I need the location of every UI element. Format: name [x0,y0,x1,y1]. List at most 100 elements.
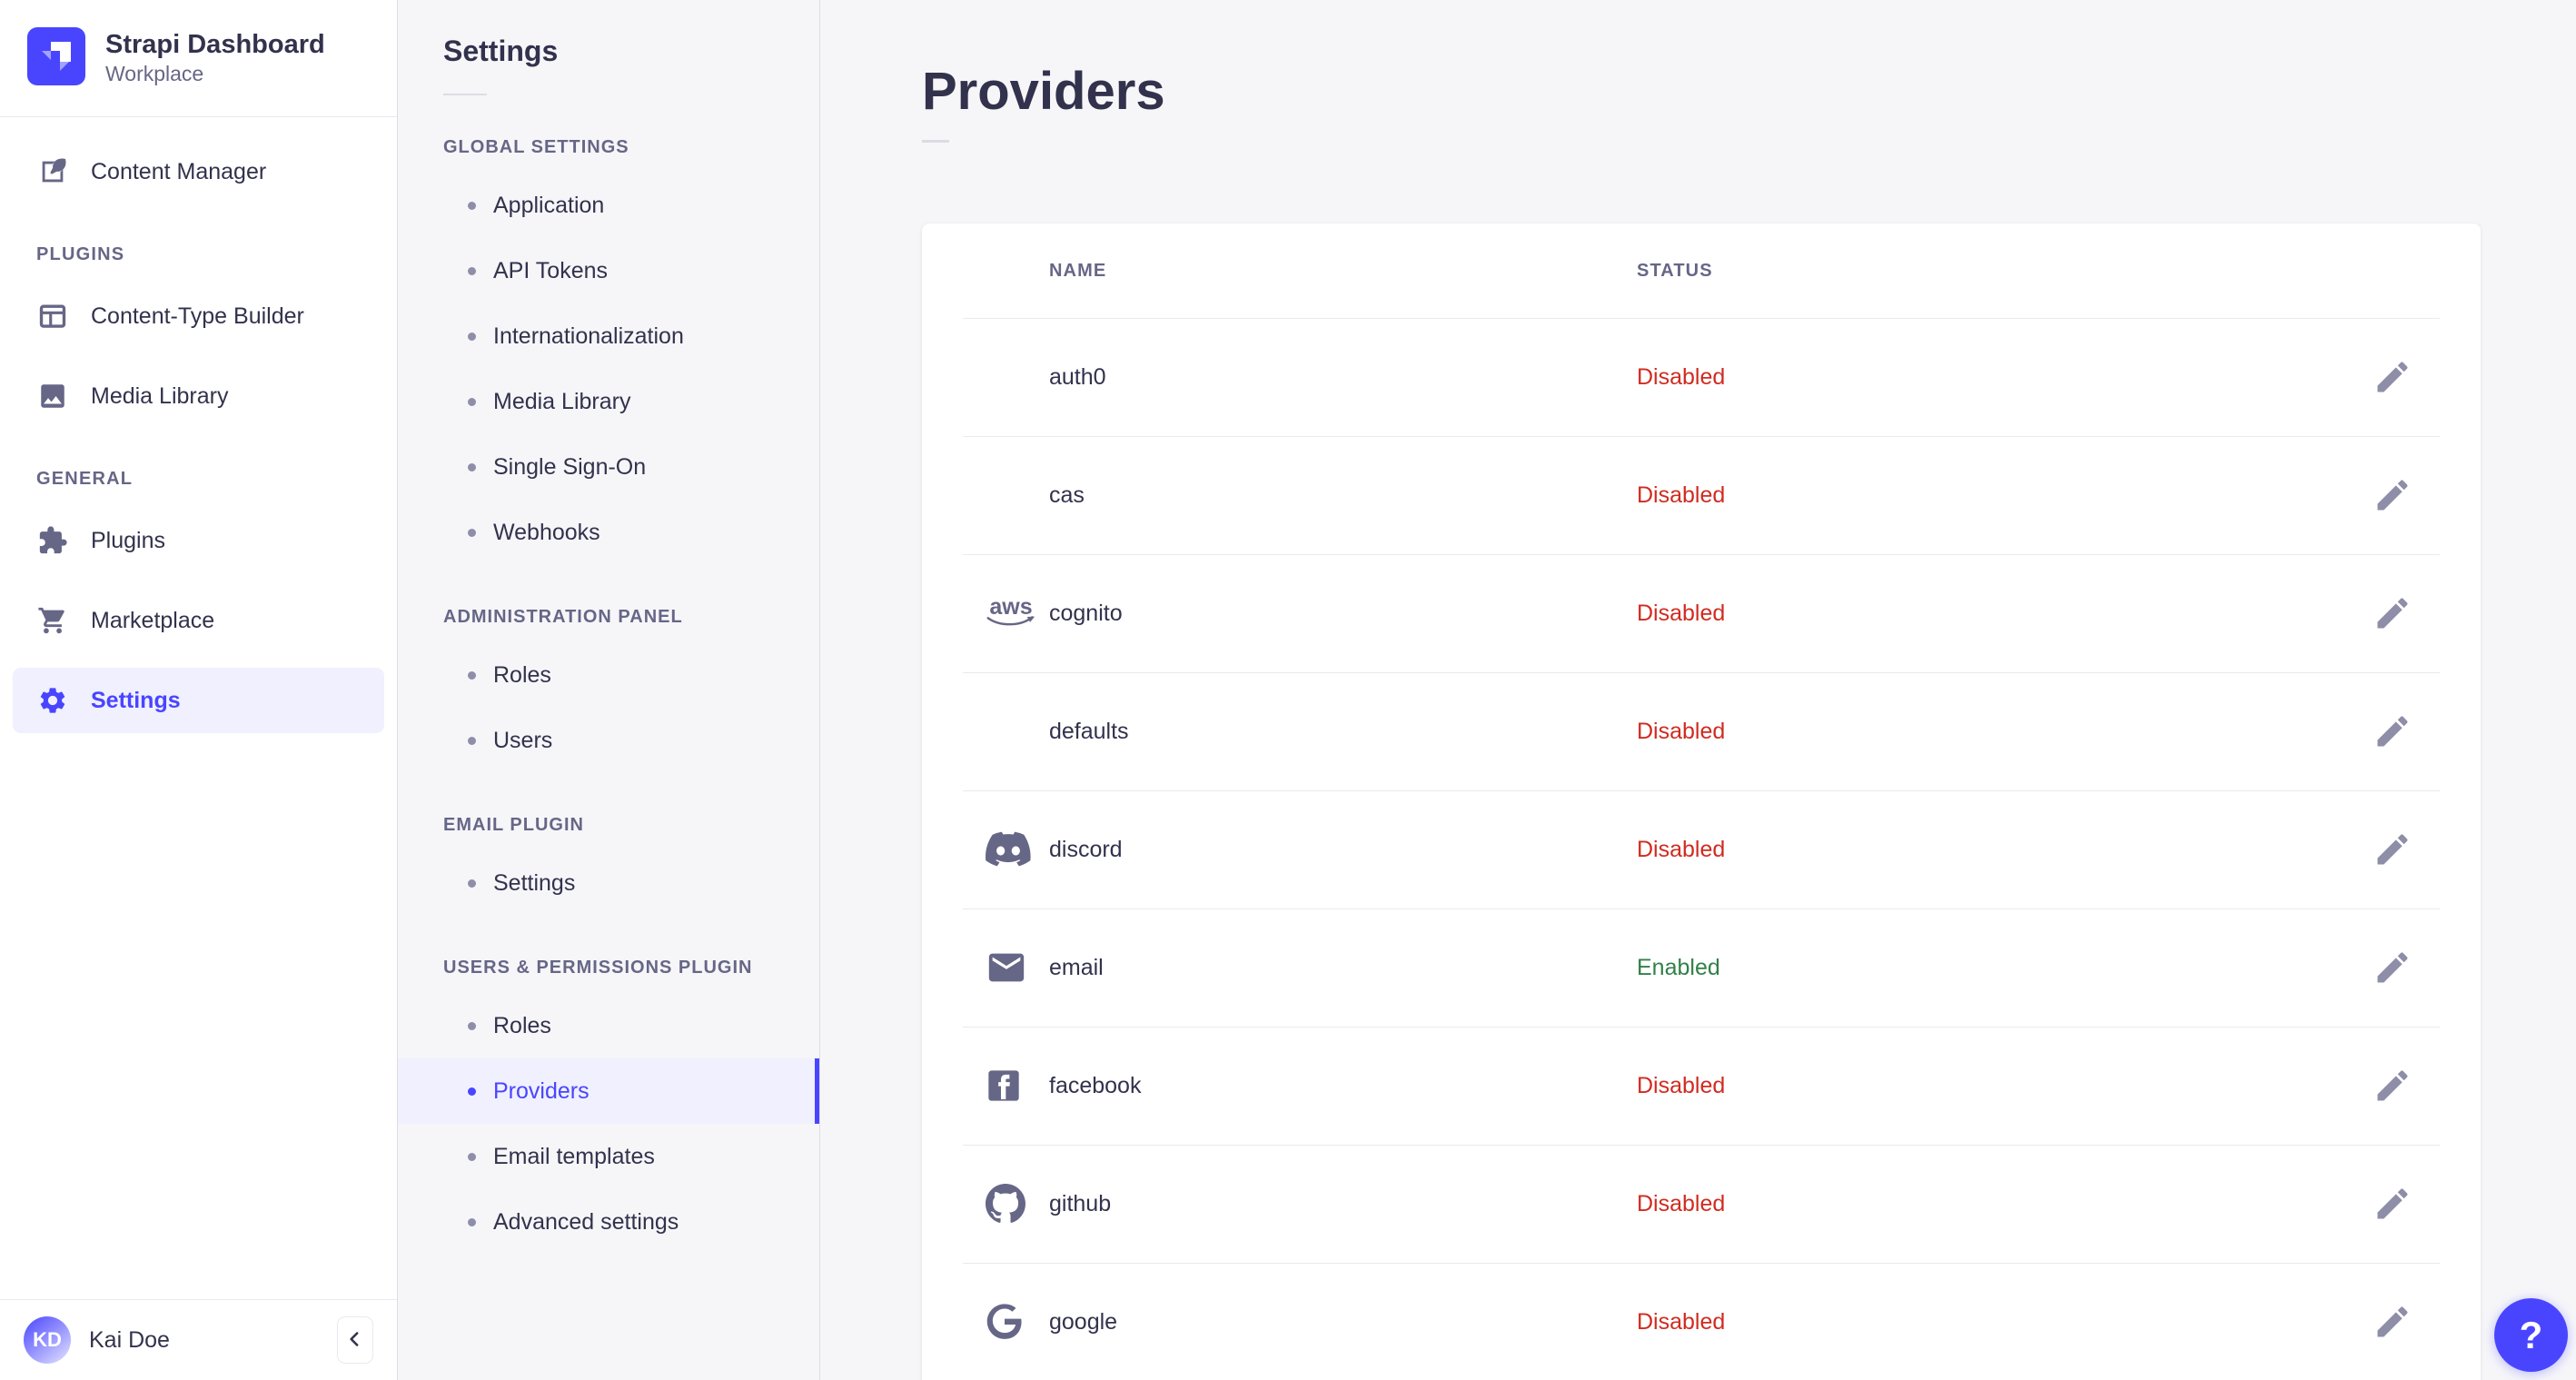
subnav-item-users[interactable]: Users [398,708,819,773]
row-actions [2294,711,2481,751]
nav-item-plugins[interactable]: Plugins [13,508,384,573]
nav-item-settings[interactable]: Settings [13,668,384,733]
subnav-title: Settings [443,35,559,67]
subnav-item-settings[interactable]: Settings [398,850,819,916]
main-sidebar: Strapi Dashboard Workplace Content Manag… [0,0,398,1380]
subnav-section-label: USERS & PERMISSIONS PLUGIN [443,958,753,978]
table-row[interactable]: google Disabled [922,1263,2481,1380]
subnav-item-single-sign-on[interactable]: Single Sign-On [398,434,819,500]
bullet-icon [468,1021,476,1030]
provider-name: cas [1049,482,1085,508]
discord-icon [986,831,1031,867]
nav-item-marketplace[interactable]: Marketplace [13,588,384,653]
subnav-item-media-library[interactable]: Media Library [398,369,819,434]
nav-item-label: Settings [91,687,181,713]
subnav-item-internationalization[interactable]: Internationalization [398,303,819,369]
subnav-item-email-templates[interactable]: Email templates [398,1124,819,1189]
main-nav: Content Manager PLUGINS Content-Type Bui… [0,117,397,1299]
page-title-divider [922,140,949,143]
bullet-icon [468,266,476,275]
provider-icon-cell [922,947,1049,988]
nav-item-media-library[interactable]: Media Library [13,363,384,429]
table-body: auth0 Disabled cas Disabled aws cognito Disabl… [922,318,2481,1380]
provider-status: Disabled [1637,836,1726,862]
provider-status: Disabled [1637,482,1726,508]
nav-item-label: Content-Type Builder [91,303,304,329]
row-actions [2294,475,2481,515]
subnav-item-roles[interactable]: Roles [398,993,819,1058]
nav-item-content-type-builder[interactable]: Content-Type Builder [13,283,384,349]
marketplace-icon [36,604,69,637]
plugins-icon [36,524,69,557]
edit-button[interactable] [2373,1302,2413,1342]
edit-button[interactable] [2373,829,2413,869]
provider-name: github [1049,1190,1112,1216]
subnav-item-advanced-settings[interactable]: Advanced settings [398,1189,819,1255]
bullet-icon [468,1217,476,1226]
page-title: Providers [922,62,1165,121]
subnav-item-label: Email templates [493,1143,655,1169]
provider-name: google [1049,1308,1118,1335]
edit-button[interactable] [2373,711,2413,751]
bullet-icon [468,736,476,745]
table-row[interactable]: github Disabled [922,1145,2481,1263]
subnav-item-label: Users [493,727,553,753]
workspace-text: Strapi Dashboard Workplace [105,29,325,87]
table-row[interactable]: email Enabled [922,908,2481,1027]
user-row: KD Kai Doe [0,1299,397,1380]
nav-item-content-manager[interactable]: Content Manager [13,139,384,204]
subnav-item-label: Roles [493,661,551,688]
facebook-icon [988,1070,1019,1101]
aws-icon: aws [986,596,1036,629]
table-row[interactable]: discord Disabled [922,790,2481,908]
provider-status: Disabled [1637,600,1726,626]
help-button[interactable]: ? [2494,1298,2568,1372]
bullet-icon [468,528,476,537]
bullet-icon [468,397,476,406]
settings-subnav: Settings GLOBAL SETTINGS Application API T… [398,0,820,1380]
app-title: Strapi Dashboard [105,30,325,60]
edit-pencil-icon [2377,1070,2408,1101]
table-header: NAME STATUS [922,223,2481,318]
table-row[interactable]: aws cognito Disabled [922,554,2481,672]
row-actions [2294,829,2481,869]
bullet-icon [468,1152,476,1161]
provider-icon-cell [922,1303,1049,1341]
edit-button[interactable] [2373,475,2413,515]
workspace-header[interactable]: Strapi Dashboard Workplace [0,0,397,117]
provider-name: discord [1049,836,1123,862]
edit-button[interactable] [2373,948,2413,988]
provider-status: Enabled [1637,954,1720,980]
provider-name: cognito [1049,600,1123,626]
avatar[interactable]: KD [24,1316,71,1364]
nav-item-label: Content Manager [91,158,267,184]
provider-status: Disabled [1637,718,1726,744]
table-row[interactable]: defaults Disabled [922,672,2481,790]
subnav-item-label: Application [493,192,605,218]
subnav-item-application[interactable]: Application [398,173,819,238]
provider-name: defaults [1049,718,1129,744]
bullet-icon [468,462,476,472]
edit-button[interactable] [2373,593,2413,633]
settings-icon [36,684,69,717]
table-row[interactable]: auth0 Disabled [922,318,2481,436]
subnav-item-api-tokens[interactable]: API Tokens [398,238,819,303]
providers-table-card: NAME STATUS auth0 Disabled cas Disabled aws c… [922,223,2481,1380]
edit-button[interactable] [2373,357,2413,397]
table-row[interactable]: cas Disabled [922,436,2481,554]
subnav-title-divider [443,94,487,95]
workspace-name: Workplace [105,62,204,86]
collapse-sidebar-button[interactable] [337,1316,373,1364]
table-row[interactable]: facebook Disabled [922,1027,2481,1145]
edit-pencil-icon [2377,716,2408,747]
subnav-item-webhooks[interactable]: Webhooks [398,500,819,565]
edit-button[interactable] [2373,1066,2413,1106]
subnav-item-label: API Tokens [493,257,609,283]
google-icon [986,1304,1022,1339]
provider-icon-cell [922,1184,1049,1224]
subnav-item-roles[interactable]: Roles [398,642,819,708]
subnav-item-providers[interactable]: Providers [398,1058,819,1124]
subnav-item-label: Providers [493,1077,590,1104]
edit-button[interactable] [2373,1184,2413,1224]
